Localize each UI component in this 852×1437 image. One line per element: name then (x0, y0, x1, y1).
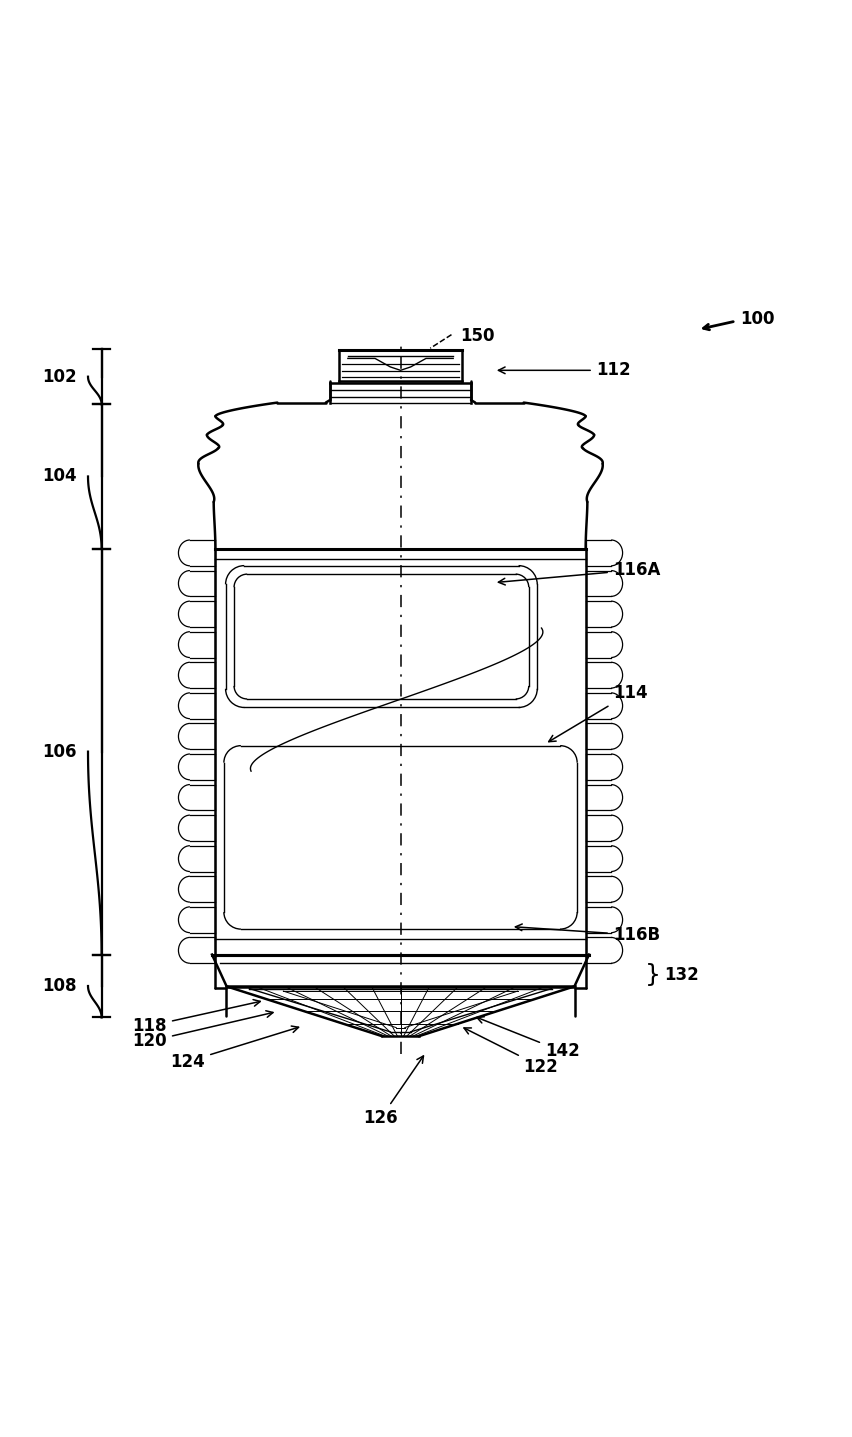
Text: 102: 102 (42, 368, 77, 385)
Text: 100: 100 (740, 310, 774, 329)
Text: 104: 104 (42, 467, 77, 486)
Text: 112: 112 (498, 361, 630, 379)
Text: 116B: 116B (515, 924, 660, 944)
Text: 126: 126 (364, 1056, 423, 1127)
Text: 118: 118 (133, 1000, 260, 1035)
Text: 132: 132 (664, 966, 699, 984)
Text: 124: 124 (170, 1026, 298, 1071)
Text: 142: 142 (477, 1017, 579, 1061)
Text: 106: 106 (42, 743, 77, 760)
Text: 120: 120 (132, 1010, 273, 1050)
Text: 114: 114 (549, 684, 648, 741)
Text: 108: 108 (42, 977, 77, 994)
Text: }: } (645, 963, 661, 987)
Text: 116A: 116A (498, 560, 660, 585)
Text: 150: 150 (460, 328, 494, 345)
Text: 122: 122 (464, 1027, 558, 1076)
